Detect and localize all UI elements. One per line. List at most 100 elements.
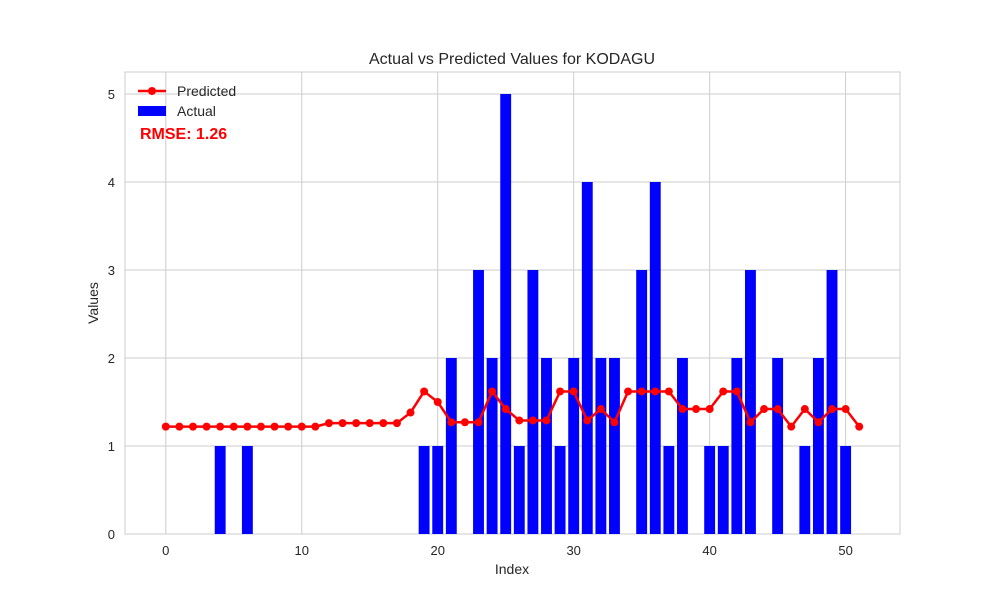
bar-actual bbox=[595, 358, 607, 534]
predicted-point bbox=[311, 422, 320, 431]
predicted-point bbox=[556, 387, 565, 396]
predicted-point bbox=[515, 416, 524, 425]
bar-actual bbox=[677, 358, 688, 534]
x-axis-label: Index bbox=[495, 561, 529, 577]
bars-actual bbox=[214, 94, 852, 534]
bar-actual bbox=[826, 270, 838, 534]
bar-actual bbox=[541, 358, 552, 534]
bar-actual bbox=[636, 270, 648, 534]
bar-actual bbox=[554, 446, 566, 534]
predicted-point bbox=[243, 422, 252, 431]
predicted-point bbox=[855, 422, 864, 431]
bar-actual bbox=[663, 446, 675, 534]
predicted-point bbox=[760, 405, 769, 414]
predicted-point bbox=[841, 405, 850, 414]
predicted-point bbox=[460, 418, 469, 427]
chart-title: Actual vs Predicted Values for KODAGU bbox=[369, 51, 655, 68]
predicted-point bbox=[433, 398, 442, 406]
x-tick-label: 20 bbox=[430, 543, 444, 558]
predicted-point bbox=[216, 422, 225, 431]
predicted-point bbox=[392, 419, 401, 428]
bar-actual bbox=[772, 358, 784, 534]
legend-swatch-actual bbox=[138, 106, 166, 116]
predicted-point bbox=[528, 416, 537, 425]
predicted-point bbox=[284, 422, 293, 431]
y-tick-label: 5 bbox=[108, 87, 115, 102]
bar-actual bbox=[704, 446, 716, 534]
bar-actual bbox=[445, 358, 457, 534]
predicted-point bbox=[420, 387, 429, 396]
predicted-point bbox=[664, 387, 673, 396]
bar-actual bbox=[568, 358, 580, 534]
predicted-point bbox=[596, 405, 605, 414]
y-tick-label: 0 bbox=[108, 527, 115, 542]
bar-actual bbox=[527, 270, 539, 534]
predicted-point bbox=[610, 418, 619, 427]
predicted-point bbox=[270, 422, 279, 431]
bar-actual bbox=[513, 446, 525, 534]
predicted-point bbox=[637, 387, 646, 396]
predicted-point bbox=[787, 422, 796, 431]
bar-actual bbox=[717, 446, 729, 534]
predicted-point bbox=[352, 419, 361, 428]
predicted-point bbox=[719, 387, 728, 396]
y-axis-label: Values bbox=[85, 282, 101, 324]
legend: Predicted Actual bbox=[138, 83, 236, 119]
predicted-point bbox=[583, 416, 592, 425]
legend-item-predicted: Predicted bbox=[138, 83, 236, 99]
grid bbox=[125, 72, 900, 535]
bar-actual bbox=[418, 446, 430, 534]
predicted-point bbox=[447, 418, 456, 427]
predicted-point bbox=[297, 422, 306, 431]
predicted-point bbox=[379, 419, 388, 428]
y-tick-label: 2 bbox=[108, 351, 115, 366]
bar-actual bbox=[731, 358, 743, 534]
x-tick-label: 30 bbox=[566, 543, 580, 558]
predicted-point bbox=[406, 408, 415, 417]
legend-label-actual: Actual bbox=[177, 103, 216, 119]
predicted-point bbox=[474, 418, 483, 427]
predicted-point bbox=[773, 405, 782, 414]
predicted-point bbox=[692, 405, 701, 414]
predicted-point bbox=[569, 387, 578, 396]
bar-actual bbox=[649, 182, 661, 534]
predicted-point bbox=[229, 422, 238, 431]
x-tick-label: 50 bbox=[838, 543, 852, 558]
predicted-line bbox=[165, 390, 861, 428]
y-tick-label: 3 bbox=[108, 263, 115, 278]
predicted-point bbox=[651, 387, 660, 396]
x-tick-label: 10 bbox=[295, 543, 309, 558]
bar-actual bbox=[486, 358, 498, 534]
predicted-point bbox=[624, 387, 633, 396]
x-tick-label: 0 bbox=[162, 543, 169, 558]
bar-actual bbox=[500, 94, 512, 534]
predicted-point bbox=[732, 387, 741, 396]
bar-actual bbox=[799, 446, 811, 534]
bar-actual bbox=[473, 270, 484, 534]
predicted-point bbox=[501, 405, 510, 414]
legend-item-actual: Actual bbox=[138, 103, 216, 119]
y-tick-label: 4 bbox=[108, 175, 115, 190]
y-tick-label: 1 bbox=[108, 439, 115, 454]
predicted-point bbox=[188, 422, 197, 431]
predicted-point bbox=[705, 405, 714, 414]
bar-actual bbox=[745, 270, 756, 534]
predicted-point bbox=[678, 405, 687, 414]
rmse-annotation: RMSE: 1.26 bbox=[140, 126, 227, 143]
predicted-point bbox=[202, 422, 211, 431]
legend-marker-predicted bbox=[148, 87, 156, 95]
bar-actual bbox=[432, 446, 444, 534]
predicted-point bbox=[488, 387, 497, 396]
predicted-point bbox=[161, 422, 170, 431]
predicted-point bbox=[338, 419, 347, 428]
tick-labels: 0 10 20 30 40 50 0 1 2 3 4 5 bbox=[108, 87, 853, 558]
predicted-point bbox=[175, 422, 184, 431]
bar-actual bbox=[840, 446, 852, 534]
legend-label-predicted: Predicted bbox=[177, 83, 236, 99]
line-predicted bbox=[161, 387, 864, 431]
predicted-point bbox=[256, 422, 265, 431]
bar-actual bbox=[812, 358, 824, 534]
predicted-point bbox=[800, 405, 809, 414]
